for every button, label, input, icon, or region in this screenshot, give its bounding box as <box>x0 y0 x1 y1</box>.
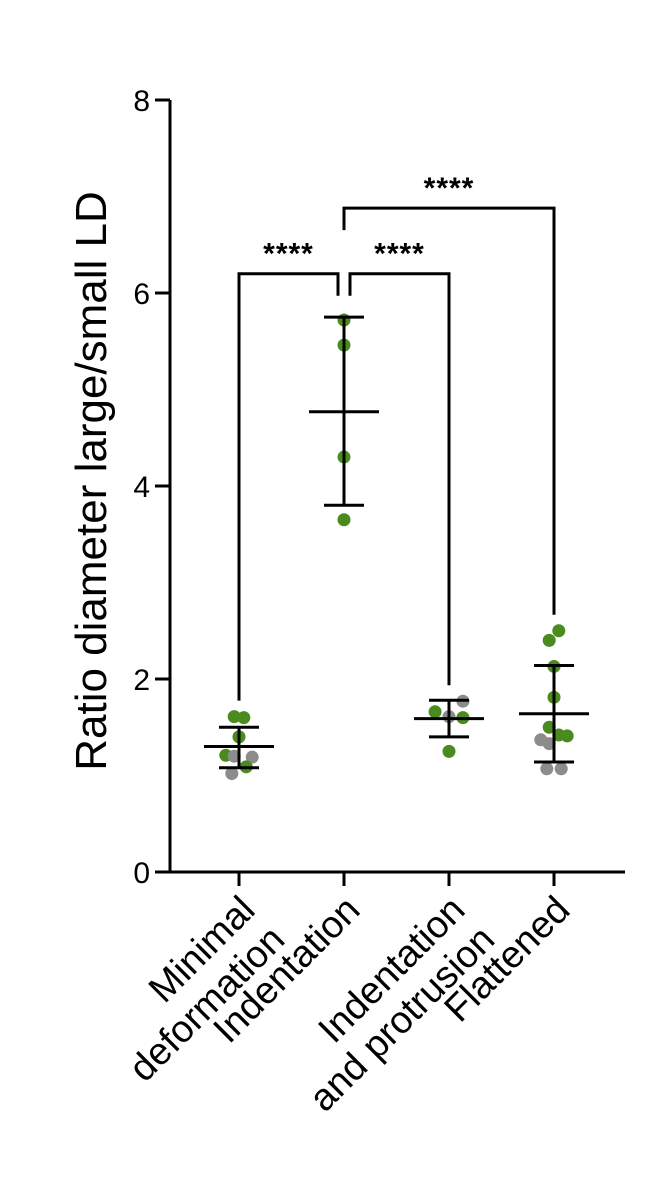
y-tick-label: 2 <box>133 664 150 697</box>
significance-label: **** <box>424 172 475 205</box>
significance-bracket <box>348 272 451 686</box>
x-axis-ticks <box>237 872 556 886</box>
category-labels: MinimaldeformationIndentationIndentation… <box>121 889 578 1120</box>
data-point <box>542 633 556 647</box>
data-point <box>227 749 241 763</box>
significance-brackets: **** **** **** <box>237 172 556 701</box>
data-point <box>554 762 568 776</box>
data-point <box>225 767 239 781</box>
significance-bracket <box>237 272 340 701</box>
data-point <box>227 710 241 724</box>
significance-label: **** <box>374 238 425 271</box>
data-point <box>552 624 566 638</box>
data-point <box>245 750 259 764</box>
mean-sd-bars <box>204 315 589 770</box>
data-point <box>237 711 251 725</box>
y-tick-label: 4 <box>133 471 150 504</box>
y-axis-title: Ratio diameter large/small LD <box>67 191 116 771</box>
data-point <box>542 737 556 751</box>
y-axis-ticks: 0 2 4 6 8 <box>133 85 170 890</box>
data-point <box>428 705 442 719</box>
significance-bracket <box>342 206 556 615</box>
data-points <box>219 313 574 781</box>
data-point <box>442 744 456 758</box>
significance-label: **** <box>263 238 314 271</box>
data-point <box>542 720 556 734</box>
data-point <box>560 729 574 743</box>
data-point <box>540 762 554 776</box>
data-point <box>337 513 351 527</box>
y-tick-label: 6 <box>133 278 150 311</box>
y-tick-label: 8 <box>133 85 150 118</box>
y-tick-label: 0 <box>133 857 150 890</box>
